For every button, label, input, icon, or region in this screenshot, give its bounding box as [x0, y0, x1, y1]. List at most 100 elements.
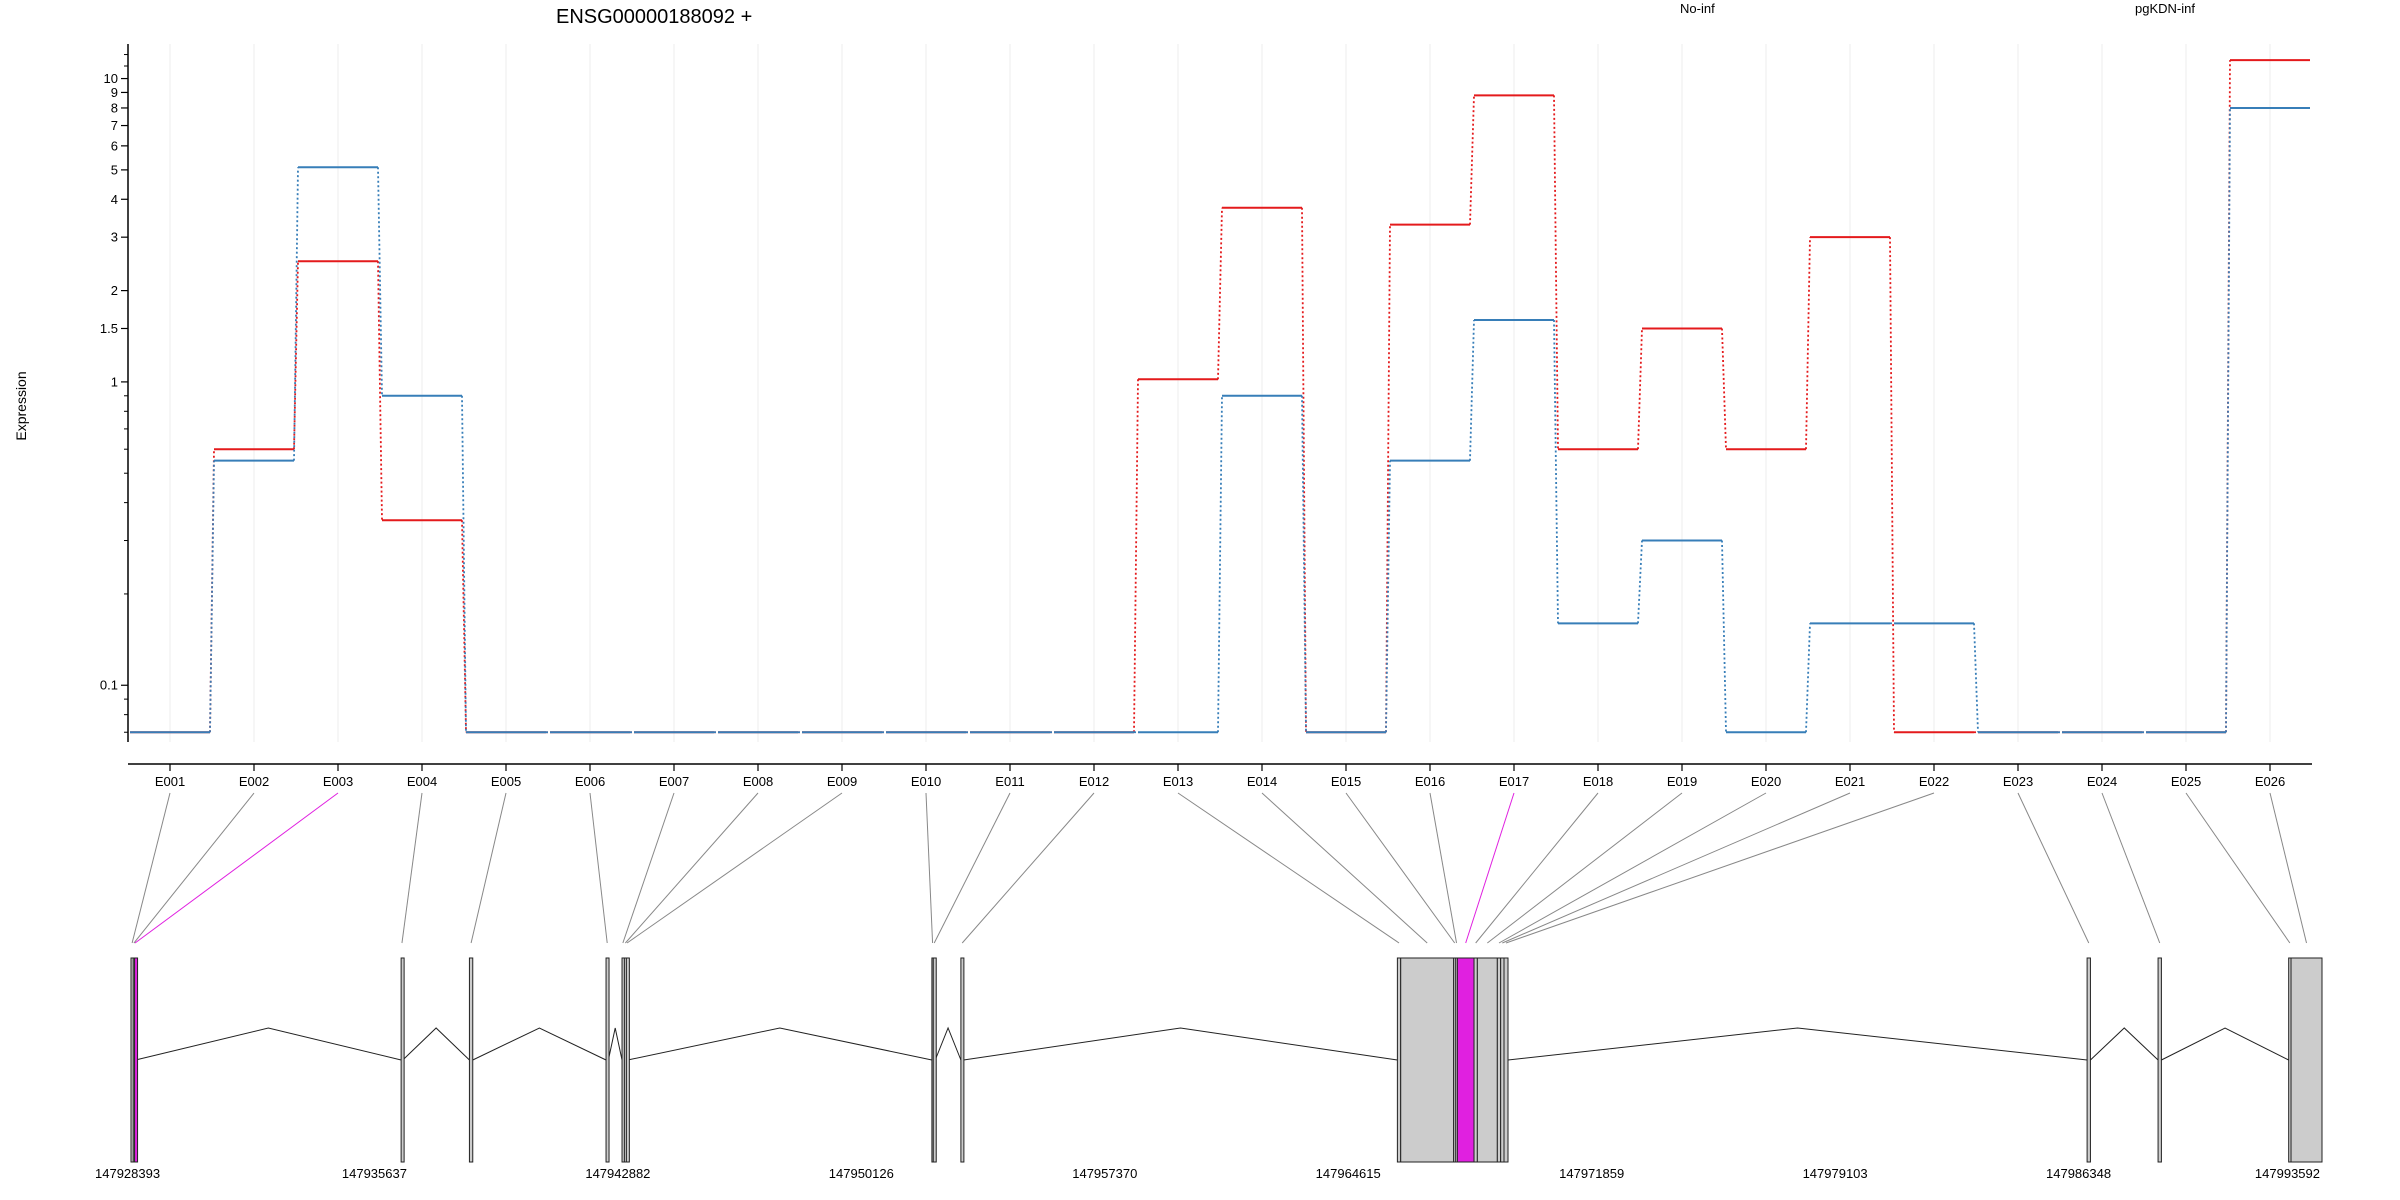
x-tick-label-E020: E020 [1751, 774, 1781, 789]
exon-block-E003 [134, 957, 139, 1163]
x-tick-label-E008: E008 [743, 774, 773, 789]
x-tick-label-E011: E011 [995, 774, 1024, 789]
connector-E008 [624, 792, 759, 944]
coordinate-label: 147964615 [1316, 1166, 1381, 1181]
legend-no-inf: No-inf [1680, 1, 1715, 16]
coordinate-label: 147986348 [2046, 1166, 2111, 1181]
y-tick-label: 9 [111, 85, 118, 100]
x-tick-label-E012: E012 [1079, 774, 1109, 789]
connector-E025 [2185, 792, 2291, 944]
connector-E024 [2101, 792, 2161, 944]
x-tick-label-E021: E021 [1835, 774, 1865, 789]
x-tick-label-E006: E006 [575, 774, 605, 789]
y-tick-label: 2 [111, 283, 118, 298]
gridlines [169, 44, 2271, 742]
series-connector [1469, 319, 1475, 461]
connector-E013 [1177, 792, 1400, 944]
y-tick-label: 6 [111, 138, 118, 153]
connector-E001 [131, 792, 171, 944]
connector-E011 [933, 792, 1011, 944]
x-tick-label-E022: E022 [1919, 774, 1949, 789]
exon-block-E004 [400, 957, 405, 1163]
exon-block-E022 [1503, 957, 1509, 1163]
connector-E007 [622, 792, 675, 944]
x-tick-label-E007: E007 [659, 774, 689, 789]
connector-E020 [1498, 792, 1767, 944]
series-connector [1133, 379, 1139, 733]
exon-block-E023 [2086, 957, 2091, 1163]
y-tick-label: 10 [104, 71, 118, 86]
series-connector [1805, 623, 1811, 733]
series-connector [1217, 395, 1223, 733]
connector-E009 [626, 792, 843, 944]
series-connector [1637, 540, 1643, 624]
connector-E003 [134, 792, 339, 944]
series-connector [1637, 328, 1643, 450]
series-connector [1721, 328, 1727, 450]
x-tick-label-E026: E026 [2255, 774, 2285, 789]
intron [402, 1027, 470, 1061]
intron [1507, 1027, 2088, 1061]
x-tick-label-E017: E017 [1499, 774, 1529, 789]
coordinate-label: 147950126 [829, 1166, 894, 1181]
connector-E002 [133, 792, 255, 944]
series-lines [130, 59, 2310, 734]
connector-E006 [589, 792, 608, 944]
series-connector [293, 167, 299, 461]
connector-E015 [1345, 792, 1456, 944]
x-tick-label-E025: E025 [2171, 774, 2201, 789]
intron [2161, 1027, 2289, 1061]
connector-E016 [1429, 792, 1458, 944]
series-connector [1385, 460, 1391, 733]
series-connector [1805, 237, 1811, 450]
x-tick-label-E014: E014 [1247, 774, 1277, 789]
series-connector [1301, 395, 1307, 733]
x-tick-label-E003: E003 [323, 774, 353, 789]
x-tick-label-E010: E010 [911, 774, 941, 789]
x-tick-label-E016: E016 [1415, 774, 1445, 789]
connector-E018 [1475, 792, 1599, 944]
coordinate-label: 147993592 [2255, 1166, 2320, 1181]
y-tick-label: 1.5 [100, 321, 118, 336]
connector-E010 [925, 792, 934, 944]
series-connector [1889, 237, 1895, 733]
connector-E014 [1261, 792, 1428, 944]
series-connector [1385, 224, 1391, 733]
x-tick-label-E005: E005 [491, 774, 521, 789]
chart-title: ENSG00000188092 + [556, 6, 752, 28]
connector-E017 [1465, 792, 1515, 944]
series-connector [1469, 95, 1475, 225]
series-connector [1553, 319, 1559, 624]
legend-pgkdn-inf: pgKDN-inf [2135, 1, 2195, 16]
coordinate-label: 147971859 [1559, 1166, 1624, 1181]
x-tick-label-E019: E019 [1667, 774, 1697, 789]
x-tick-label-E004: E004 [407, 774, 437, 789]
y-tick-label: 3 [111, 230, 118, 245]
intron [2090, 1027, 2159, 1061]
intron [607, 1027, 623, 1061]
x-axis: E001 E002 E003 E004 E005 E006 E007 E008 E009 E010… [128, 763, 2312, 789]
coordinate-label: 147957370 [1072, 1166, 1137, 1181]
series-connector [1217, 207, 1223, 380]
genomic-coordinates: 147928393 147935637 147942882 147950126 1479… [95, 1166, 2320, 1181]
series-pgKDN-inf [130, 106, 2310, 734]
connector-E005 [470, 792, 507, 944]
y-tick-label: 5 [111, 162, 118, 177]
y-tick-label: 7 [111, 118, 118, 133]
exon-block-E009 [625, 957, 630, 1163]
x-tick-label-E024: E024 [2087, 774, 2117, 789]
coordinate-label: 147942882 [585, 1166, 650, 1181]
y-tick-label: 0.1 [100, 678, 118, 693]
connector-E004 [401, 792, 423, 944]
coordinate-label: 147928393 [95, 1166, 160, 1181]
y-tick-label: 4 [111, 192, 118, 207]
series-connector [2225, 107, 2231, 733]
intron [963, 1027, 1398, 1061]
coordinate-label: 147979103 [1803, 1166, 1868, 1181]
connector-E023 [2017, 792, 2090, 944]
connector-E022 [1505, 792, 1935, 944]
series-connector [377, 261, 383, 521]
series-connector [461, 520, 467, 733]
gene-model [130, 957, 2323, 1163]
